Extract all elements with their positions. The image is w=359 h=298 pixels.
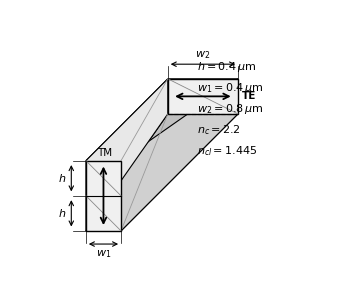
Polygon shape xyxy=(168,79,238,114)
Text: TM: TM xyxy=(97,148,112,158)
Text: $h$: $h$ xyxy=(58,207,66,219)
Text: $n_{cl} = 1.445$: $n_{cl} = 1.445$ xyxy=(197,145,257,158)
Text: $w_1$: $w_1$ xyxy=(96,249,111,260)
Polygon shape xyxy=(86,161,121,231)
Text: $n_c = 2.2$: $n_c = 2.2$ xyxy=(197,123,240,137)
Text: TE: TE xyxy=(242,91,256,101)
Polygon shape xyxy=(86,79,238,161)
Text: $h = 0.4\,\mu$m: $h = 0.4\,\mu$m xyxy=(197,60,256,74)
Polygon shape xyxy=(86,79,168,231)
Text: $w_2 = 0.8\,\mu$m: $w_2 = 0.8\,\mu$m xyxy=(197,102,264,116)
Polygon shape xyxy=(86,114,238,231)
Text: $h$: $h$ xyxy=(58,172,66,184)
Polygon shape xyxy=(121,79,238,231)
Text: $w_1 = 0.4\,\mu$m: $w_1 = 0.4\,\mu$m xyxy=(197,81,264,95)
Text: $w_2$: $w_2$ xyxy=(195,49,210,61)
